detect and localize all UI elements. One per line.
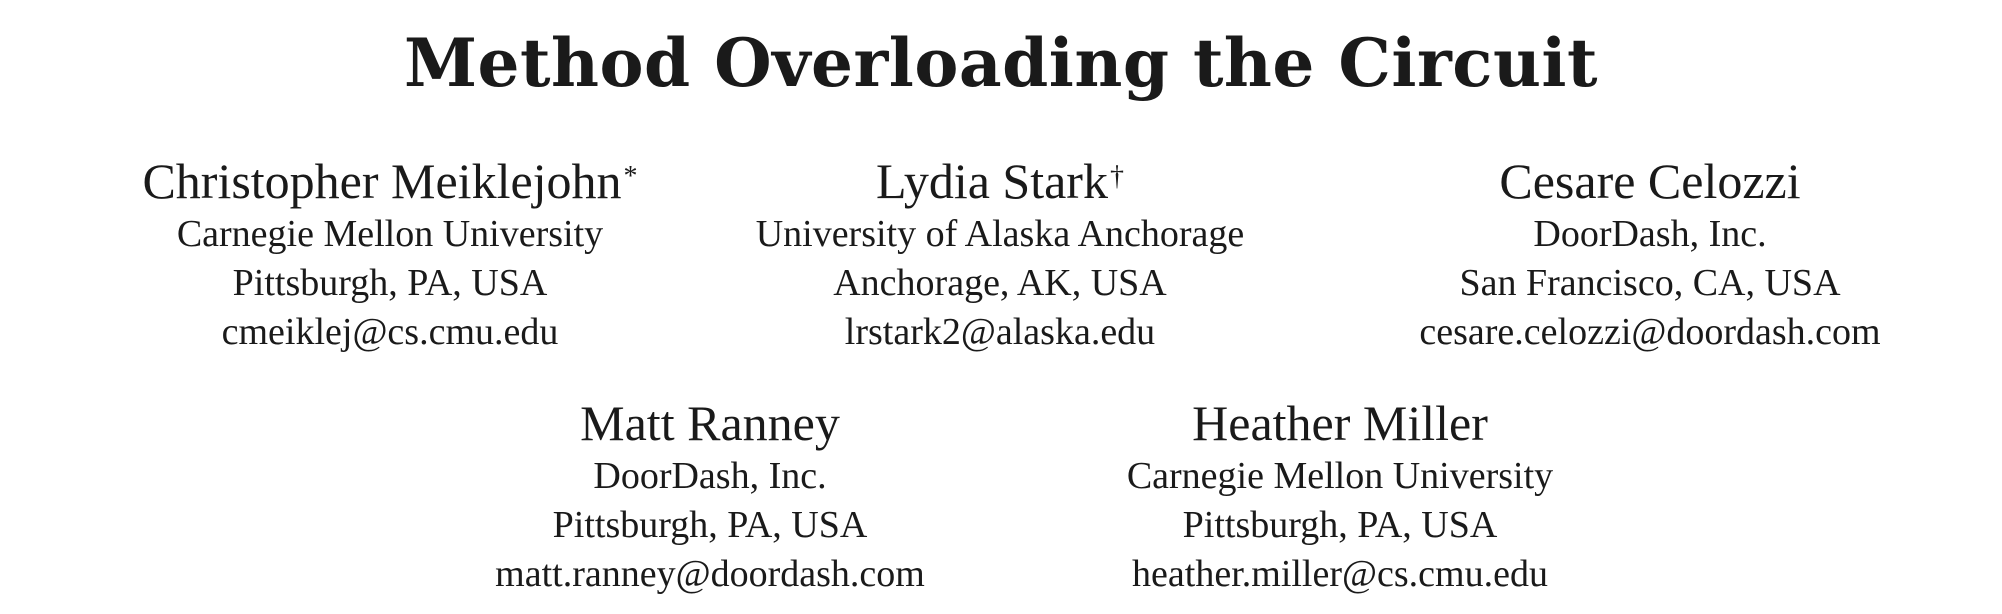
author-location: Pittsburgh, PA, USA <box>1182 504 1498 546</box>
author-name-text: Christopher Meiklejohn <box>142 153 622 209</box>
author-email: lrstark2@alaska.edu <box>844 311 1156 353</box>
author-email: matt.ranney@doordash.com <box>495 553 925 595</box>
author-location: San Francisco, CA, USA <box>1459 262 1841 304</box>
author-name-text: Heather Miller <box>1192 395 1488 451</box>
author-block: Matt Ranney DoorDash, Inc. Pittsburgh, P… <box>380 394 1040 599</box>
footnote-mark: * <box>623 161 638 192</box>
author-name: Heather Miller <box>1040 394 1640 452</box>
author-block: Lydia Stark† University of Alaska Anchor… <box>700 152 1300 357</box>
author-email: cesare.celozzi@doordash.com <box>1419 311 1881 353</box>
author-affiliation: DoorDash, Inc. <box>593 455 827 497</box>
author-name: Christopher Meiklejohn* <box>80 152 700 210</box>
author-name-text: Cesare Celozzi <box>1499 153 1801 209</box>
author-name-text: Lydia Stark <box>876 153 1108 209</box>
author-name: Lydia Stark† <box>700 152 1300 210</box>
author-affiliation: Carnegie Mellon University <box>176 213 604 255</box>
paper-title: Method Overloading the Circuit <box>403 24 1598 102</box>
author-block: Heather Miller Carnegie Mellon Universit… <box>1040 394 1640 599</box>
author-email: cmeiklej@cs.cmu.edu <box>221 311 559 353</box>
author-location: Pittsburgh, PA, USA <box>552 504 868 546</box>
author-email: heather.miller@cs.cmu.edu <box>1132 553 1548 595</box>
author-block: Christopher Meiklejohn* Carnegie Mellon … <box>80 152 700 357</box>
author-affiliation: Carnegie Mellon University <box>1126 455 1554 497</box>
author-location: Anchorage, AK, USA <box>833 262 1167 304</box>
author-affiliation: DoorDash, Inc. <box>1533 213 1767 255</box>
author-name: Matt Ranney <box>380 394 1040 452</box>
author-location: Pittsburgh, PA, USA <box>232 262 548 304</box>
author-name: Cesare Celozzi <box>1320 152 1980 210</box>
author-block: Cesare Celozzi DoorDash, Inc. San Franci… <box>1320 152 1980 357</box>
author-affiliation: University of Alaska Anchorage <box>755 213 1245 255</box>
author-name-text: Matt Ranney <box>580 395 840 451</box>
footnote-mark: † <box>1109 161 1124 192</box>
